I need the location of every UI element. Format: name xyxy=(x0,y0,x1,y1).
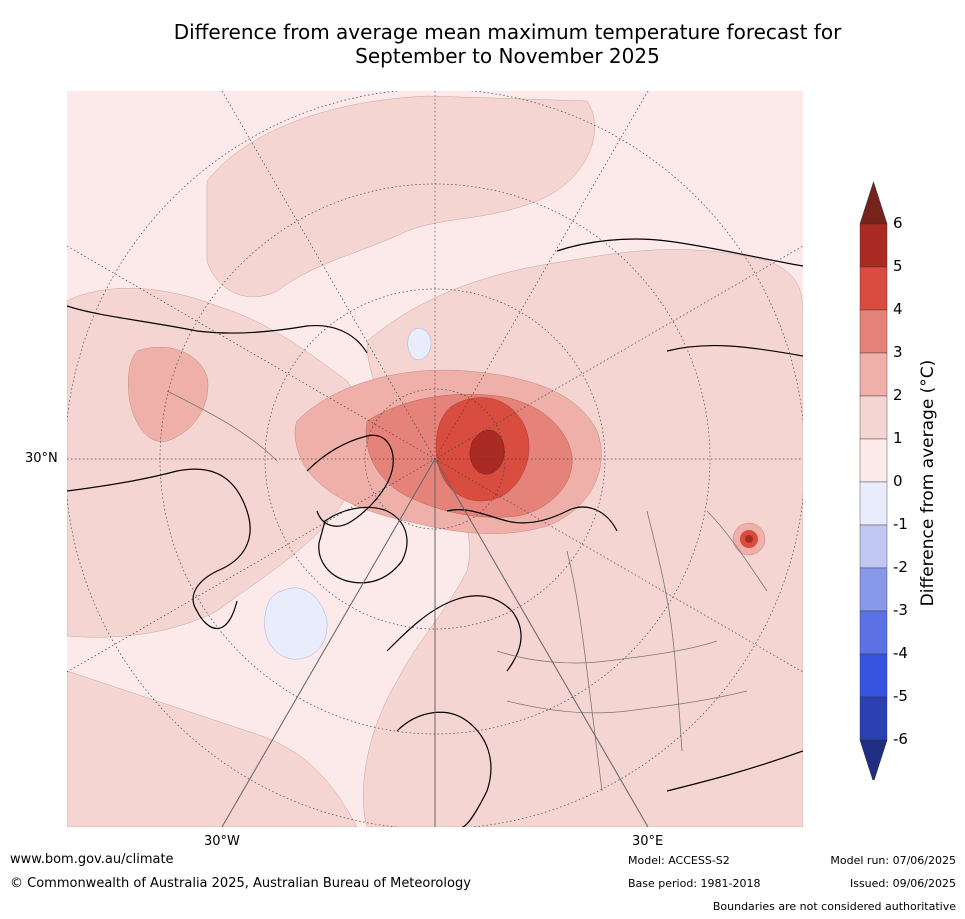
colorbar-bin xyxy=(859,266,888,311)
colorbar-bin xyxy=(859,653,888,698)
colorbar-tick-label: 3 xyxy=(893,343,903,361)
map-title: Difference from average mean maximum tem… xyxy=(60,20,955,68)
colorbar-tick-label: 1 xyxy=(893,429,903,447)
title-line-2: September to November 2025 xyxy=(355,44,660,68)
colorbar-tick-label: 0 xyxy=(893,472,903,490)
model-run-date: Model run: 07/06/2025 xyxy=(830,854,956,867)
colorbar-tick-label: -5 xyxy=(893,687,908,705)
meridian-lines-solid xyxy=(221,458,649,827)
coastlines xyxy=(67,238,803,827)
anomaly-field-north-atlantic-cool xyxy=(264,587,328,660)
colorbar-bin xyxy=(859,309,888,354)
map-svg xyxy=(67,91,803,827)
title-line-1: Difference from average mean maximum tem… xyxy=(173,20,842,44)
latitude-label-30n: 30°N xyxy=(25,451,58,466)
polar-map[interactable] xyxy=(67,91,803,827)
colorbar: 6 5 4 3 2 1 0 -1 -2 -3 -4 -5 -6 xyxy=(840,170,965,800)
anomaly-field-north-pacific xyxy=(206,95,595,298)
anomaly-field-northern-canada xyxy=(128,347,209,442)
colorbar-svg xyxy=(859,181,888,783)
colorbar-tick-label: -4 xyxy=(893,644,908,662)
country-borders xyxy=(166,390,768,792)
colorbar-extend-top xyxy=(859,181,888,225)
colorbar-tick-label: 5 xyxy=(893,257,903,275)
colorbar-bin xyxy=(859,524,888,569)
anomaly-field-east-asia-hotspot-peak xyxy=(745,535,753,543)
model-name: Model: ACCESS-S2 xyxy=(628,854,730,867)
longitude-label-30w: 30°W xyxy=(204,834,240,849)
anomaly-field-southern-ocean-band xyxy=(67,670,358,827)
colorbar-tick-label: -1 xyxy=(893,515,908,533)
website-link[interactable]: www.bom.gov.au/climate xyxy=(10,852,174,867)
issued-date: Issued: 09/06/2025 xyxy=(849,877,956,890)
base-period: Base period: 1981-2018 xyxy=(628,877,761,890)
boundaries-disclaimer: Boundaries are not considered authoritat… xyxy=(712,900,956,913)
longitude-label-30e: 30°E xyxy=(632,834,664,849)
colorbar-bin xyxy=(859,352,888,397)
colorbar-bin xyxy=(859,395,888,440)
colorbar-label: Difference from average (°C) xyxy=(918,359,938,607)
anomaly-field-arctic-cool-spot xyxy=(407,328,432,361)
colorbar-tick-label: -3 xyxy=(893,601,908,619)
colorbar-bin xyxy=(859,223,888,268)
colorbar-tick-label: 4 xyxy=(893,300,903,318)
copyright-text: © Commonwealth of Australia 2025, Austra… xyxy=(10,876,471,891)
colorbar-bin xyxy=(859,610,888,655)
colorbar-bin xyxy=(859,481,888,526)
colorbar-bin xyxy=(859,438,888,483)
colorbar-bin xyxy=(859,696,888,741)
colorbar-tick-label: 2 xyxy=(893,386,903,404)
colorbar-extend-bottom xyxy=(859,739,888,783)
anomaly-field-novaya-zemlya-core xyxy=(469,429,505,475)
colorbar-tick-label: 6 xyxy=(893,214,903,232)
greenland-coast xyxy=(318,506,408,584)
colorbar-tick-label: -2 xyxy=(893,558,908,576)
colorbar-tick-label: -6 xyxy=(893,730,908,748)
colorbar-bin xyxy=(859,567,888,612)
